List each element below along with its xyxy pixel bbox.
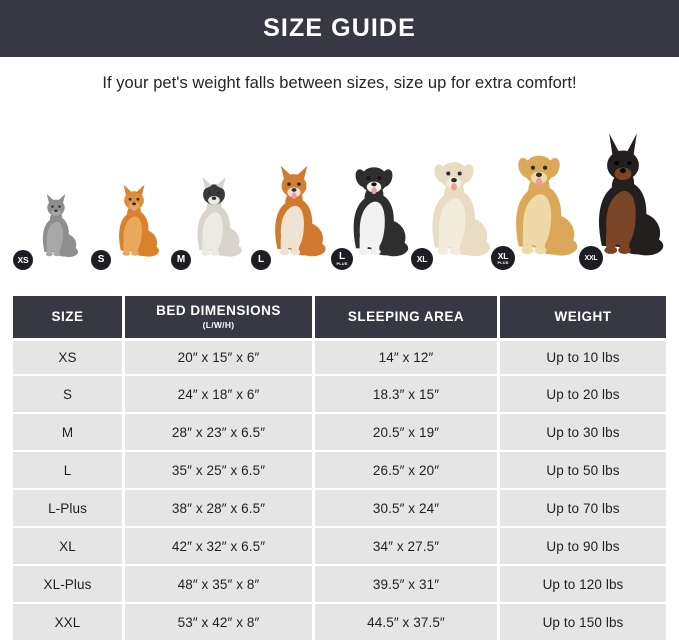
size-badge-label: XXL [584,254,598,262]
weight-cell: Up to 90 lbs [500,528,666,566]
size-badge-label: XL [416,253,428,264]
size-badge-label: XS [17,254,29,265]
size-badge-label: L [258,254,264,265]
sleeping-area-cell: 30.5″ x 24″ [315,490,500,528]
size-badge: S [91,250,111,270]
column-header-bed-dimensions-label: BED DIMENSIONS [156,303,281,319]
size-cell: XL [13,528,125,566]
sleeping-area-cell: 34″ x 27.5″ [315,528,500,566]
size-cell: L-Plus [13,490,125,528]
size-cell: S [13,376,125,414]
size-badge: L PLUS [331,248,353,270]
table-row: S 24″ x 18″ x 6″ 18.3″ x 15″ Up to 20 lbs [13,376,666,414]
sleeping-area-cell: 14″ x 12″ [315,338,500,376]
size-badge: XXL [579,246,603,270]
column-header-sleeping-area-label: SLEEPING AREA [347,308,465,324]
table-row: M 28″ x 23″ x 6.5″ 20.5″ x 19″ Up to 30 lbs [13,414,666,452]
column-header-bed-dimensions-sublabel: (L/W/H) [202,319,235,330]
page-subtitle: If your pet's weight falls between sizes… [102,74,577,92]
table-row: L 35″ x 25″ x 6.5″ 26.5″ x 20″ Up to 50 lbs [13,452,666,490]
border-collie-icon [329,151,419,264]
size-badge: XL [411,248,433,270]
bed-dimensions-cell: 53″ x 42″ x 8″ [125,604,315,641]
pet-size-item: L [251,130,337,270]
size-cell: XL-Plus [13,566,125,604]
size-badge-sublabel: PLUS [497,259,509,265]
sleeping-area-cell: 39.5″ x 31″ [315,566,500,604]
sleeping-area-cell: 20.5″ x 19″ [315,414,500,452]
size-badge: L [251,250,271,270]
column-header-weight: WEIGHT [500,296,666,338]
table-header: SIZE BED DIMENSIONS (L/W/H) SLEEPING ARE… [13,296,666,338]
pomeranian-icon [101,179,167,264]
french-bulldog-icon [178,171,251,264]
page-title: SIZE GUIDE [263,14,416,42]
doberman-icon [570,131,676,264]
table-body: XS 20″ x 15″ x 6″ 14″ x 12″ Up to 10 lbs S 24… [13,338,666,641]
column-header-bed-dimensions: BED DIMENSIONS (L/W/H) [125,296,315,338]
pet-size-item: S [91,130,177,270]
table-header-row: SIZE BED DIMENSIONS (L/W/H) SLEEPING ARE… [13,296,666,338]
weight-cell: Up to 70 lbs [500,490,666,528]
bed-dimensions-cell: 48″ x 35″ x 8″ [125,566,315,604]
pet-size-illustration-strip: XS S M L L PLUS XL XL PLUS XXL [13,130,666,270]
weight-cell: Up to 10 lbs [500,338,666,376]
size-badge-label: XL [497,250,509,261]
bed-dimensions-cell: 24″ x 18″ x 6″ [125,376,315,414]
sleeping-area-cell: 44.5″ x 37.5″ [315,604,500,641]
column-header-size: SIZE [13,296,125,338]
size-cell: XXL [13,604,125,641]
shiba-inu-icon [253,159,336,264]
golden-retriever-icon [489,137,590,264]
page-header-bar: SIZE GUIDE [0,0,679,57]
weight-cell: Up to 30 lbs [500,414,666,452]
pet-size-item: L PLUS [331,130,417,270]
pet-size-item: XXL [579,130,667,270]
pet-size-item: XL [411,130,497,270]
bed-dimensions-cell: 38″ x 28″ x 6.5″ [125,490,315,528]
size-guide-table: SIZE BED DIMENSIONS (L/W/H) SLEEPING ARE… [13,296,666,641]
size-badge: XS [13,250,33,270]
pet-size-item: M [171,130,257,270]
table-row: XXL 53″ x 42″ x 8″ 44.5″ x 37.5″ Up to 150 … [13,604,666,641]
weight-cell: Up to 50 lbs [500,452,666,490]
table-row: XL 42″ x 32″ x 6.5″ 34″ x 27.5″ Up to 90 lb… [13,528,666,566]
table-row: L-Plus 38″ x 28″ x 6.5″ 30.5″ x 24″ Up to 7… [13,490,666,528]
column-header-size-label: SIZE [51,308,84,324]
weight-cell: Up to 150 lbs [500,604,666,641]
cat-icon [27,189,85,264]
size-badge-label: M [176,254,186,265]
bed-dimensions-cell: 42″ x 32″ x 6.5″ [125,528,315,566]
sleeping-area-cell: 26.5″ x 20″ [315,452,500,490]
size-badge-label: S [97,254,105,265]
weight-cell: Up to 20 lbs [500,376,666,414]
column-header-weight-label: WEIGHT [554,308,612,324]
sleeping-area-cell: 18.3″ x 15″ [315,376,500,414]
size-badge-label: L [339,250,345,262]
size-badge: XL PLUS [491,246,515,270]
bed-dimensions-cell: 20″ x 15″ x 6″ [125,338,315,376]
size-cell: L [13,452,125,490]
size-badge-sublabel: PLUS [336,261,348,267]
weight-cell: Up to 120 lbs [500,566,666,604]
labrador-icon [407,145,502,264]
table-row: XL-Plus 48″ x 35″ x 8″ 39.5″ x 31″ Up to 12… [13,566,666,604]
pet-size-item: XS [13,130,99,270]
size-badge: M [171,250,191,270]
bed-dimensions-cell: 28″ x 23″ x 6.5″ [125,414,315,452]
size-cell: XS [13,338,125,376]
pet-size-item: XL PLUS [491,130,587,270]
table-row: XS 20″ x 15″ x 6″ 14″ x 12″ Up to 10 lbs [13,338,666,376]
column-header-sleeping-area: SLEEPING AREA [315,296,500,338]
size-cell: M [13,414,125,452]
bed-dimensions-cell: 35″ x 25″ x 6.5″ [125,452,315,490]
